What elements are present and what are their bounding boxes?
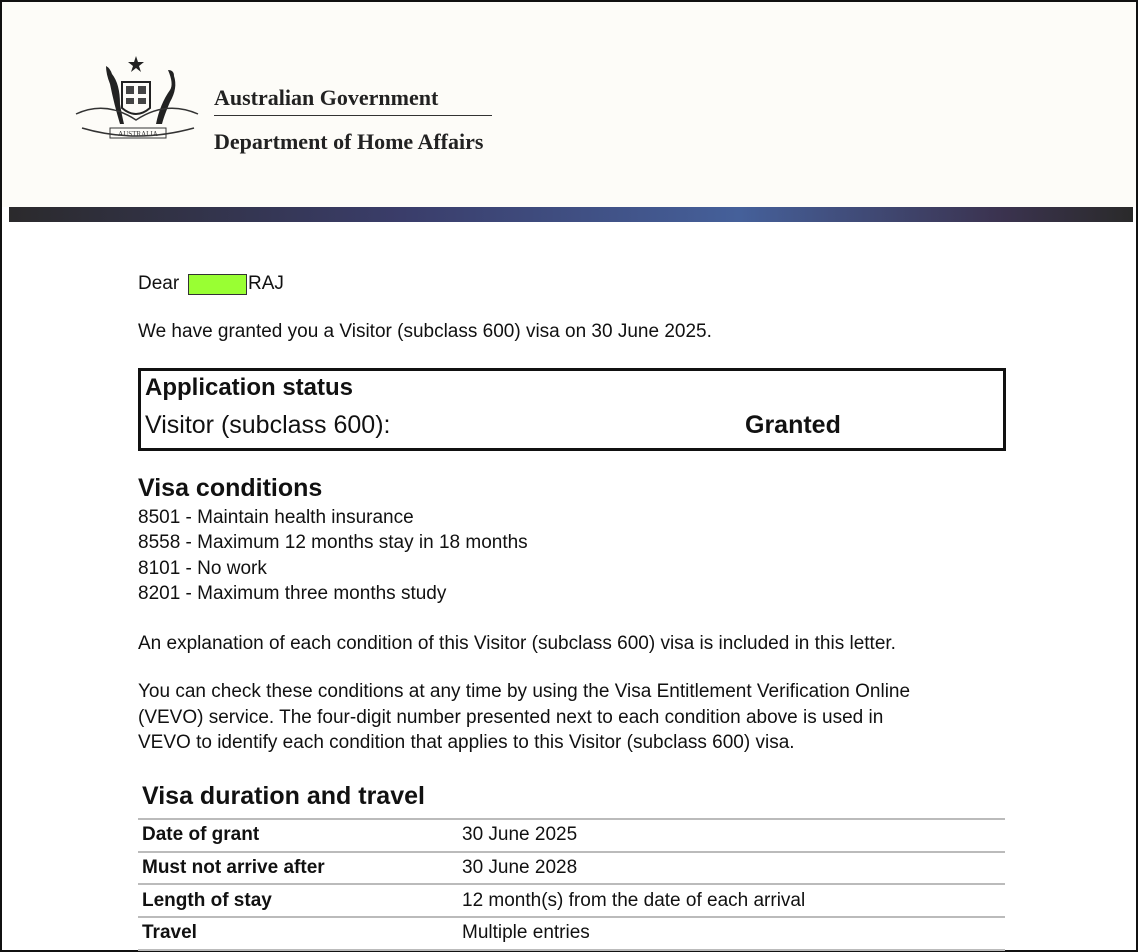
salutation: Dear [138,273,180,294]
conditions-explanation: An explanation of each condition of this… [138,633,896,654]
department-name: Department of Home Affairs [214,129,484,154]
condition-item: 8501 - Maintain health insurance [138,507,414,528]
visa-name: Visitor (subclass 600): [145,411,391,439]
row-label: Must not arrive after [138,850,458,885]
row-value: Multiple entries [458,916,1005,951]
vevo-paragraph-line: (VEVO) service. The four-digit number pr… [138,707,884,728]
condition-item: 8201 - Maximum three months study [138,583,447,604]
status-title: Application status [145,374,354,401]
status-badge: Granted [745,411,841,439]
vevo-paragraph-line: VEVO to identify each condition that app… [138,732,795,753]
divider [214,115,492,116]
table-row: Must not arrive after 30 June 2028 [138,850,1005,885]
condition-item: 8101 - No work [138,558,267,579]
svg-text:AUSTRALIA: AUSTRALIA [118,130,158,138]
vevo-paragraph-line: You can check these conditions at any ti… [138,681,911,702]
visa-duration-table: Date of grant 30 June 2025 Must not arriv… [138,818,1005,951]
condition-item: 8558 - Maximum 12 months stay in 18 mont… [138,532,528,553]
row-label: Date of grant [138,818,458,852]
row-value: 12 month(s) from the date of each arriva… [458,883,1005,918]
table-row: Date of grant 30 June 2025 [138,818,1005,852]
row-label: Travel [138,916,458,951]
coat-of-arms-icon: AUSTRALIA [75,56,199,139]
header-band [9,207,1133,222]
row-value: 30 June 2028 [458,850,1005,885]
org-name: Australian Government [214,85,439,110]
table-row: Length of stay 12 month(s) from the date … [138,883,1005,918]
row-label: Length of stay [138,883,458,918]
surname: RAJ [248,273,284,294]
conditions-title: Visa conditions [138,474,323,502]
grant-intro: We have granted you a Visitor (subclass … [138,321,712,342]
letterhead: AUSTRALIA Australian Government Departme… [2,2,1136,207]
duration-title: Visa duration and travel [142,782,425,810]
application-status-box: Application status Visitor (subclass 600… [138,368,1006,451]
row-value: 30 June 2025 [458,818,1005,852]
redacted-given-name [188,274,247,295]
table-row: Travel Multiple entries [138,916,1005,951]
